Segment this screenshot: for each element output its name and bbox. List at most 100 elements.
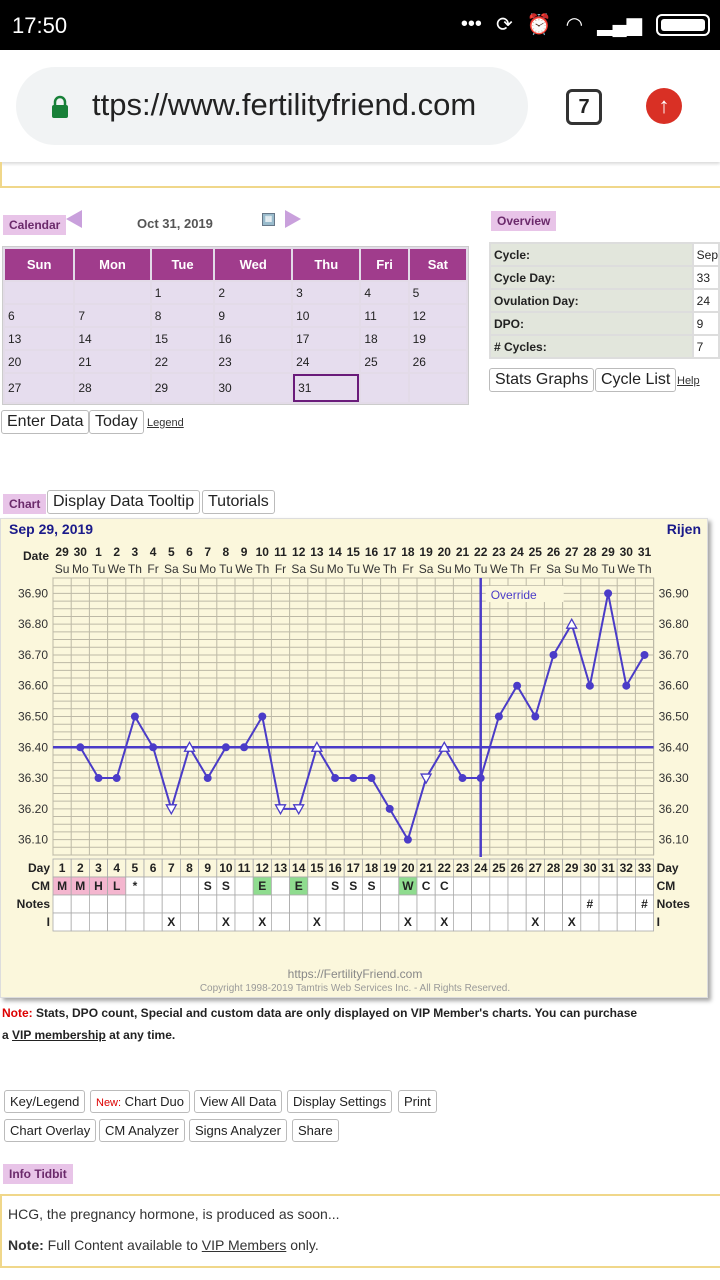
key-legend-button[interactable]: Key/Legend: [4, 1090, 86, 1113]
calendar-day[interactable]: 9: [215, 305, 292, 326]
y-tick-label-right: 36.10: [659, 833, 689, 847]
y-tick-label-right: 36.20: [659, 802, 689, 816]
vip-membership-link[interactable]: VIP membership: [12, 1028, 106, 1042]
calendar-day[interactable]: 26: [409, 351, 466, 372]
enter-data-button[interactable]: Enter Data: [1, 410, 90, 434]
notes-cell: [270, 894, 290, 914]
calendar-day[interactable]: 11: [361, 305, 408, 326]
calendar-day[interactable]: 5: [409, 282, 466, 303]
calendar-day[interactable]: 30: [215, 374, 292, 402]
notes-cell: [52, 894, 72, 914]
y-tick-label-left: 36.80: [18, 617, 48, 631]
display-settings-button[interactable]: Display Settings: [287, 1090, 393, 1113]
weekday-label: Tu: [347, 562, 361, 576]
calendar-day[interactable]: 27: [5, 374, 74, 402]
notes-value: #: [641, 897, 648, 911]
calendar-day[interactable]: 10: [293, 305, 360, 326]
calendar-day[interactable]: 6: [5, 305, 74, 326]
display-data-tooltip-button[interactable]: Display Data Tooltip: [47, 490, 201, 514]
url-text[interactable]: ttps://www.fertilityfriend.com: [92, 87, 477, 122]
lock-icon: [52, 95, 68, 118]
intercourse-value: X: [167, 915, 175, 929]
update-icon[interactable]: ↑: [646, 88, 682, 124]
override-label: Override: [491, 588, 537, 602]
calendar-day[interactable]: 3: [293, 282, 360, 303]
temperature-point: [130, 712, 139, 721]
cm-value: S: [204, 879, 212, 893]
calendar-day[interactable]: 20: [5, 351, 74, 372]
date-label: 19: [419, 545, 433, 559]
next-month-arrow-icon[interactable]: [285, 210, 301, 228]
overview-key: Cycle Day:: [491, 267, 692, 288]
help-link[interactable]: Help: [677, 375, 700, 387]
calendar-day[interactable]: 28: [75, 374, 150, 402]
date-label: 24: [510, 545, 524, 559]
date-label: 17: [383, 545, 397, 559]
calendar-day[interactable]: 18: [361, 328, 408, 349]
calendar-day[interactable]: 16: [215, 328, 292, 349]
cm-value: H: [94, 879, 103, 893]
intercourse-cell: [598, 912, 618, 932]
signs-analyzer-button[interactable]: Signs Analyzer: [189, 1119, 287, 1142]
calendar-day[interactable]: 14: [75, 328, 150, 349]
stats-graphs-button[interactable]: Stats Graphs: [489, 368, 595, 392]
temperature-point: [94, 774, 103, 783]
calendar-day[interactable]: 4: [361, 282, 408, 303]
notes-value: #: [587, 897, 594, 911]
weekday-label: Sa: [291, 562, 306, 576]
calendar-day[interactable]: 29: [151, 374, 214, 402]
tab-switcher-button[interactable]: 7: [566, 89, 602, 125]
share-button[interactable]: Share: [292, 1119, 339, 1142]
temperature-point: [240, 743, 249, 752]
day-value: 24: [474, 861, 488, 875]
intercourse-value: X: [222, 915, 230, 929]
calendar-day[interactable]: 7: [75, 305, 150, 326]
intercourse-cell: [452, 912, 472, 932]
day-value: 11: [238, 861, 251, 875]
notes-cell: [125, 894, 145, 914]
info-tidbit-label: Info Tidbit: [3, 1164, 73, 1184]
today-button[interactable]: Today: [89, 410, 144, 434]
calendar-day[interactable]: 8: [151, 305, 214, 326]
view-all-data-button[interactable]: View All Data: [194, 1090, 283, 1113]
calendar-day[interactable]: 25: [361, 351, 408, 372]
chart-overlay-button[interactable]: Chart Overlay: [4, 1119, 97, 1142]
cm-cell: [580, 876, 600, 896]
chart-title: Sep 29, 2019: [9, 521, 93, 537]
tutorials-button[interactable]: Tutorials: [202, 490, 275, 514]
calendar-day[interactable]: 22: [151, 351, 214, 372]
weekday-label: Su: [564, 562, 579, 576]
calendar-day[interactable]: 21: [75, 351, 150, 372]
calendar-day[interactable]: 23: [215, 351, 292, 372]
print-button[interactable]: Print: [398, 1090, 437, 1113]
temperature-point: [76, 743, 85, 752]
calendar-day[interactable]: 17: [293, 328, 360, 349]
prev-month-arrow-icon[interactable]: [66, 210, 82, 228]
legend-link[interactable]: Legend: [147, 417, 184, 429]
notes-cell: [289, 894, 309, 914]
intercourse-cell: [325, 912, 345, 932]
calendar-day[interactable]: 1: [151, 282, 214, 303]
calendar-day[interactable]: 13: [5, 328, 74, 349]
date-label: 28: [583, 545, 597, 559]
url-bar[interactable]: ttps://www.fertilityfriend.com: [16, 67, 528, 145]
notes-cell: [416, 894, 436, 914]
calendar-day[interactable]: 15: [151, 328, 214, 349]
calendar-day[interactable]: 31: [293, 374, 360, 402]
cm-analyzer-button[interactable]: CM Analyzer: [99, 1119, 185, 1142]
overview-row: Cycle: Sep: [491, 244, 718, 265]
calendar-day[interactable]: 12: [409, 305, 466, 326]
cm-value: M: [57, 879, 67, 893]
copyright: Copyright 1998-2019 Tamtris Web Services…: [200, 983, 510, 994]
day-value: 18: [365, 861, 379, 875]
calendar-icon[interactable]: ▦: [262, 213, 275, 226]
cycle-list-button[interactable]: Cycle List: [595, 368, 677, 392]
chart-duo-button[interactable]: New: Chart Duo: [90, 1090, 190, 1113]
vip-members-link[interactable]: VIP Members: [201, 1237, 287, 1253]
calendar-day[interactable]: 2: [215, 282, 292, 303]
overview-table: Cycle: Sep Cycle Day: 33 Ovulation Day: 24 DPO…: [489, 242, 720, 359]
day-value: 3: [95, 861, 102, 875]
calendar-day[interactable]: 24: [293, 351, 360, 372]
day-value: 1: [59, 861, 66, 875]
calendar-day[interactable]: 19: [409, 328, 466, 349]
